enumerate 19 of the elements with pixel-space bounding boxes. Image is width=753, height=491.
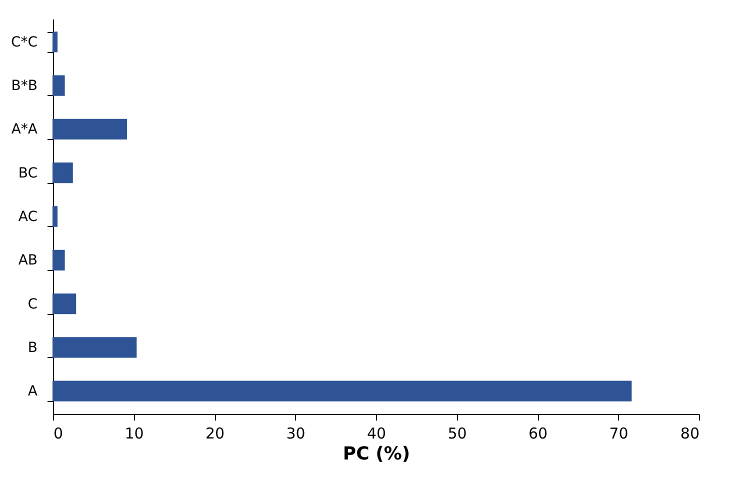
y-tick-label: C*C (10, 34, 38, 50)
x-tick-label: 60 (528, 424, 548, 442)
y-tick-label: B (28, 340, 38, 356)
x-axis-title: PC (%) (342, 444, 410, 464)
y-tick-label: A*A (11, 122, 38, 138)
x-tick-label: 80 (680, 424, 700, 442)
x-tick-label: 0 (54, 424, 64, 442)
x-tick-label: 10 (124, 424, 144, 442)
x-tick-label: 50 (448, 424, 467, 442)
x-tick-label: 70 (609, 424, 628, 442)
y-tick-label: B*B (11, 78, 38, 94)
y-tick-label: AC (18, 209, 38, 225)
y-tick-label: A (28, 384, 38, 400)
x-tick-label: 30 (286, 424, 306, 442)
y-tick-label: AB (18, 252, 38, 269)
y-tick-label: C (28, 296, 38, 312)
y-tick-label: BC (18, 165, 38, 182)
x-tick-label: 20 (205, 424, 225, 442)
x-tick-label: 40 (366, 424, 386, 442)
